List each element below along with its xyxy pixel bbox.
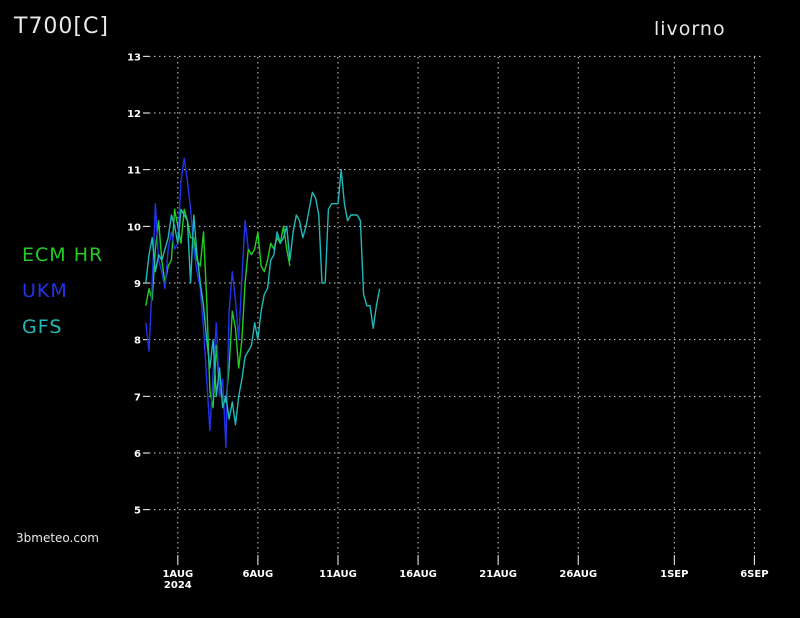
legend-entry-ecm-hr: ECM HR bbox=[22, 244, 104, 266]
legend-entry-ukm: UKM bbox=[22, 280, 68, 302]
legend-entry-gfs: GFS bbox=[22, 316, 63, 338]
grid bbox=[149, 55, 764, 555]
y-tick-label-12: 12 bbox=[127, 109, 141, 120]
x-tick-label-2: 11AUG bbox=[319, 569, 357, 580]
x-tick-label-6: 1SEP bbox=[660, 569, 688, 580]
chart-title: T700[C] bbox=[14, 14, 109, 39]
location-label: livorno bbox=[654, 18, 726, 40]
x-tick-label-1: 6AUG bbox=[243, 569, 274, 580]
y-tick-label-7: 7 bbox=[134, 392, 141, 403]
watermark: 3bmeteo.com bbox=[16, 531, 99, 545]
y-tick-label-13: 13 bbox=[127, 52, 141, 63]
series-line-ukm bbox=[145, 157, 249, 448]
x-tick-sublabel-0: 2024 bbox=[164, 580, 192, 591]
x-tick-label-4: 21AUG bbox=[479, 569, 517, 580]
series-lines bbox=[145, 157, 381, 448]
series-line-gfs bbox=[145, 168, 381, 426]
y-axis: 5 6 7 8 9 10 11 12 13 bbox=[127, 52, 149, 517]
x-tick-label-5: 26AUG bbox=[559, 569, 597, 580]
x-tick-label-3: 16AUG bbox=[399, 569, 437, 580]
y-tick-label-8: 8 bbox=[134, 336, 141, 347]
y-tick-label-11: 11 bbox=[127, 166, 141, 177]
x-tick-label-0: 1AUG bbox=[162, 569, 193, 580]
legend: ECM HR UKM GFS bbox=[22, 240, 103, 348]
x-tick-label-7: 6SEP bbox=[740, 569, 768, 580]
y-tick-label-10: 10 bbox=[127, 222, 141, 233]
y-tick-label-6: 6 bbox=[134, 449, 141, 460]
y-tick-label-5: 5 bbox=[134, 506, 141, 517]
y-tick-label-9: 9 bbox=[134, 279, 141, 290]
